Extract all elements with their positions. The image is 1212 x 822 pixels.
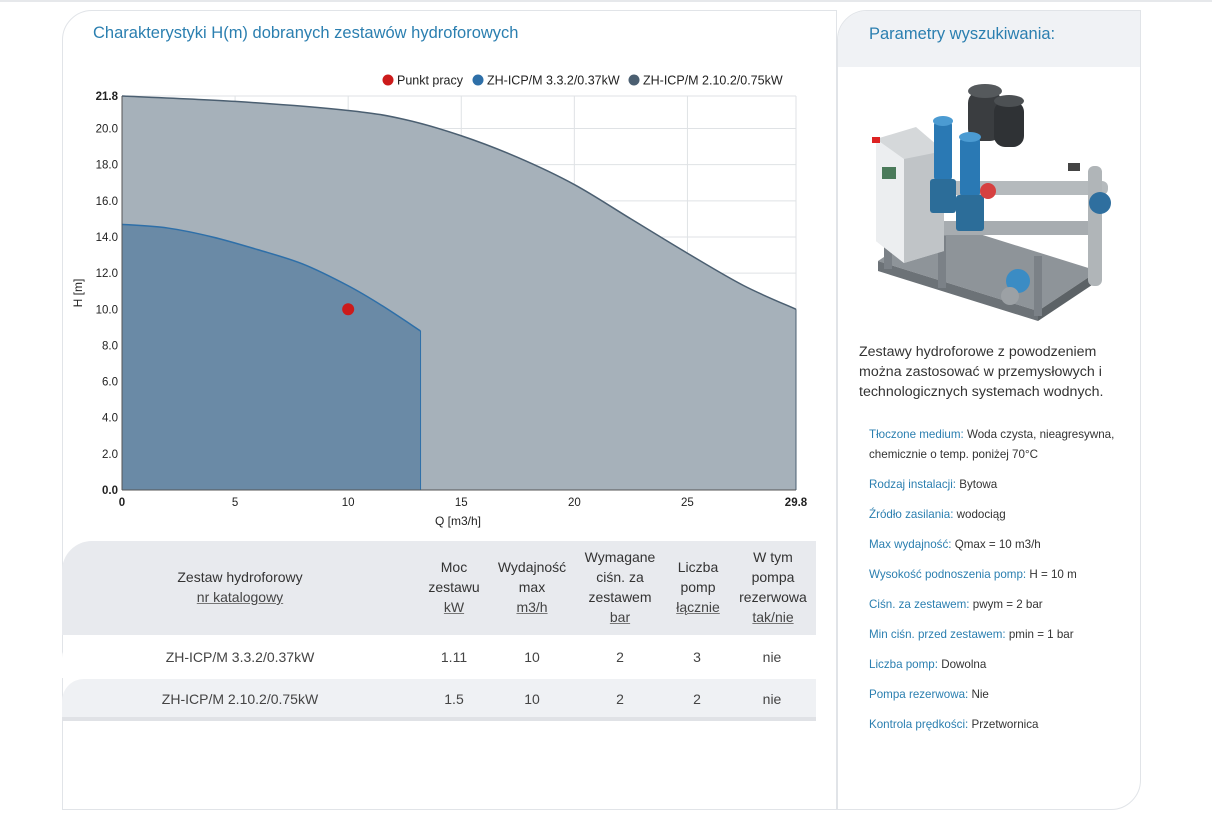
param-head: Wysokość podnoszenia pomp: H = 10 m — [869, 565, 1137, 585]
x-tick-label: 5 — [232, 497, 238, 509]
param-label: Wysokość podnoszenia pomp: — [869, 568, 1027, 581]
param-value: pmin = 1 bar — [1008, 628, 1074, 641]
x-tick-label: 20 — [568, 497, 581, 509]
x-axis-label: Q [m3/h] — [435, 514, 481, 528]
param-value: wodociąg — [956, 508, 1006, 521]
param-supply-source: Źródło zasilania: wodociąg — [869, 505, 1137, 525]
param-max-flow: Max wydajność: Qmax = 10 m3/h — [869, 535, 1137, 555]
y-tick-label: 8.0 — [102, 340, 118, 352]
series-area — [122, 224, 421, 490]
legend-marker — [628, 74, 640, 86]
param-label: Rodzaj instalacji: — [869, 478, 956, 491]
y-tick-label: 10.0 — [96, 304, 118, 316]
sidebar-title: Parametry wyszukiwania: — [869, 25, 1056, 43]
cell-reserve: nie — [762, 649, 782, 665]
y-tick-label: 18.0 — [96, 160, 118, 172]
cell-set: ZH-ICP/M 2.10.2/0.75kW — [161, 691, 319, 707]
param-label: Liczba pomp: — [869, 658, 938, 671]
param-min-inlet-pressure: Min ciśn. przed zestawem: pmin = 1 bar — [869, 625, 1137, 645]
column-header-power: Moc zestawu kW — [428, 559, 480, 615]
x-tick-label: 29.8 — [785, 497, 808, 509]
pump-curve-chart: 0.0 2.0 4.0 6.0 8.0 10.0 12.0 14.0 16.0 18.0 20.0 2… — [71, 74, 808, 529]
param-value: H = 10 m — [1029, 568, 1077, 581]
y-tick-label: 6.0 — [102, 377, 118, 389]
legend-marker — [472, 74, 484, 86]
legend-label: Punkt pracy — [397, 74, 464, 88]
param-label: Max wydajność: — [869, 538, 952, 551]
x-tick-label: 15 — [455, 497, 468, 509]
parameters-list: Tłoczone medium: Woda czysta, nieagresyw… — [869, 425, 1137, 745]
x-tick-label: 25 — [681, 497, 694, 509]
table-row[interactable]: ZH-ICP/M 3.3.2/0.37kW 1.11 10 2 3 nie — [62, 636, 816, 678]
param-label: Źródło zasilania: — [869, 508, 954, 521]
legend-label: ZH-ICP/M 3.3.2/0.37kW — [487, 74, 620, 88]
series-line — [121, 95, 797, 310]
param-value: Woda czysta, nieagresywna, chemicznie o … — [869, 428, 1115, 461]
column-header-reserve: W tym pompa rezerwowa tak/nie — [739, 549, 807, 625]
column-header-pump-count: Liczba pomp łącznie — [676, 559, 720, 615]
y-tick-label: 14.0 — [96, 232, 118, 244]
param-label: Pompa rezerwowa: — [869, 688, 969, 701]
cell-flow: 10 — [524, 691, 540, 707]
param-value: Dowolna — [941, 658, 987, 671]
x-tick-label: 0 — [119, 497, 125, 509]
param-speed-control: Kontrola prędkości: Przetwornica — [869, 715, 1137, 735]
search-parameters-panel: Parametry wyszukiwania: — [837, 10, 1141, 810]
column-header-set: Zestaw hydroforowy nr katalogowy — [177, 569, 303, 605]
table-bottom-border — [62, 717, 816, 721]
legend-marker — [382, 74, 394, 86]
table-row[interactable]: ZH-ICP/M 2.10.2/0.75kW 1.5 10 2 2 nie — [62, 679, 816, 719]
cell-flow: 10 — [524, 649, 540, 665]
y-tick-label: 2.0 — [102, 449, 118, 461]
y-tick-label: 12.0 — [96, 268, 118, 280]
legend-label: ZH-ICP/M 2.10.2/0.75kW — [643, 74, 783, 88]
results-table-header: Zestaw hydroforowy nr katalogowy Moc zes… — [62, 541, 816, 635]
param-value: Qmax = 10 m3/h — [954, 538, 1041, 551]
column-header-flow: Wydajność max m3/h — [497, 559, 567, 615]
y-tick-label: 0.0 — [102, 485, 118, 497]
param-label: Ciśn. za zestawem: — [869, 598, 970, 611]
sidebar-description: Zestawy hydroforowe z powodzeniem można … — [859, 344, 1104, 400]
top-border — [0, 0, 1212, 2]
pump-set-image — [872, 84, 1111, 321]
cell-pressure: 2 — [616, 649, 624, 665]
param-value: Nie — [971, 688, 989, 701]
cell-set: ZH-ICP/M 3.3.2/0.37kW — [165, 649, 315, 665]
cell-power: 1.11 — [440, 649, 468, 665]
param-value: pwym = 2 bar — [972, 598, 1043, 611]
cell-reserve: nie — [762, 691, 782, 707]
x-tick-label: 10 — [342, 497, 355, 509]
sidebar-header: Parametry wyszukiwania: — [838, 11, 1140, 67]
cell-pressure: 2 — [616, 691, 624, 707]
param-label: Min ciśn. przed zestawem: — [869, 628, 1006, 641]
chart-panel-title: Charakterystyki H(m) dobranych zestawów … — [93, 24, 519, 42]
param-label: Tłoczone medium: — [869, 428, 964, 441]
series-line — [121, 223, 421, 332]
work-point-marker — [342, 303, 355, 316]
y-tick-label: 4.0 — [102, 413, 118, 425]
y-tick-label: 21.8 — [96, 91, 119, 103]
param-pump-count: Liczba pomp: Dowolna — [869, 655, 1137, 675]
param-label: Kontrola prędkości: — [869, 718, 969, 731]
y-tick-label: 16.0 — [96, 196, 118, 208]
column-header-pressure: Wymagane ciśn. za zestawem bar — [584, 549, 656, 625]
cell-pump-count: 2 — [693, 691, 701, 707]
param-medium: Tłoczone medium: Woda czysta, nieagresyw… — [869, 425, 1137, 465]
cell-power: 1.5 — [444, 691, 464, 707]
param-outlet-pressure: Ciśn. za zestawem: pwym = 2 bar — [869, 595, 1137, 615]
cell-pump-count: 3 — [693, 649, 701, 665]
y-axis-label: H [m] — [71, 279, 85, 308]
param-reserve-pump: Pompa rezerwowa: Nie — [869, 685, 1137, 705]
param-value: Bytowa — [959, 478, 998, 491]
param-value: Przetwornica — [971, 718, 1039, 731]
param-installation-type: Rodzaj instalacji: Bytowa — [869, 475, 1137, 495]
y-tick-label: 20.0 — [96, 124, 118, 136]
